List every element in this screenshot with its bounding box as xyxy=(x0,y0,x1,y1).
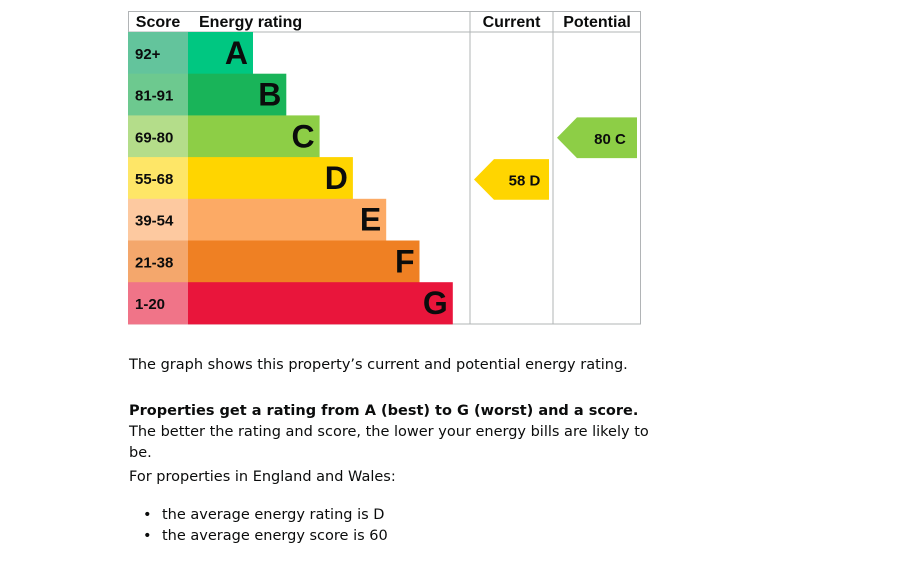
band-letter-f: F xyxy=(395,243,415,279)
list-item: the average energy score is 60 xyxy=(129,526,388,547)
list-item: the average energy rating is D xyxy=(129,505,388,526)
header-potential: Potential xyxy=(563,14,631,31)
band-bar-d xyxy=(188,157,353,200)
score-cell-a xyxy=(128,32,188,75)
rating-bands: 92+ A 81-91 B 69-80 C 55-68 D 39-54 E 21-38 F 1-20 G xyxy=(128,32,453,325)
band-letter-b: B xyxy=(258,77,281,113)
band-bar-f xyxy=(188,240,420,283)
rating-explanation-rest: The better the rating and score, the low… xyxy=(129,424,649,461)
score-cell-f xyxy=(128,240,188,283)
energy-rating-chart: Score Energy rating Current Potential 92+ A 8… xyxy=(128,11,641,325)
chart-description: The graph shows this property’s current … xyxy=(129,357,628,373)
score-range-e: 39-54 xyxy=(135,213,174,230)
potential-rating-label: 80 C xyxy=(594,131,626,148)
score-cell-d xyxy=(128,157,188,200)
score-range-g: 1-20 xyxy=(135,296,165,313)
region-intro: For properties in England and Wales: xyxy=(129,469,396,485)
score-cell-g xyxy=(128,282,188,325)
rating-explanation: Properties get a rating from A (best) to… xyxy=(129,401,669,464)
band-letter-d: D xyxy=(325,160,348,196)
chart-headers: Score Energy rating Current Potential xyxy=(136,14,631,31)
score-cell-b xyxy=(128,73,188,116)
score-range-b: 81-91 xyxy=(135,88,173,105)
score-cell-e xyxy=(128,198,188,241)
current-rating-label: 58 D xyxy=(509,172,541,189)
band-bar-g xyxy=(188,282,453,325)
band-bar-b xyxy=(188,73,287,116)
rating-markers: 58 D 80 C xyxy=(474,117,637,200)
header-energy-rating: Energy rating xyxy=(199,14,302,31)
band-bar-a xyxy=(188,32,253,75)
potential-rating-arrow xyxy=(557,117,637,159)
band-bar-e xyxy=(188,198,387,241)
score-range-a: 92+ xyxy=(135,46,161,63)
band-letter-c: C xyxy=(291,118,314,154)
score-range-c: 69-80 xyxy=(135,129,173,146)
band-letter-a: A xyxy=(225,35,248,71)
band-bar-c xyxy=(188,115,320,158)
header-current: Current xyxy=(483,14,541,31)
band-letter-g: G xyxy=(423,285,448,321)
header-score: Score xyxy=(136,14,181,31)
score-range-d: 55-68 xyxy=(135,171,173,188)
rating-explanation-bold: Properties get a rating from A (best) to… xyxy=(129,403,639,419)
score-range-f: 21-38 xyxy=(135,254,173,271)
band-letter-e: E xyxy=(360,202,381,238)
averages-list: the average energy rating is D the avera… xyxy=(129,505,388,547)
current-rating-arrow xyxy=(474,159,549,200)
score-cell-c xyxy=(128,115,188,158)
